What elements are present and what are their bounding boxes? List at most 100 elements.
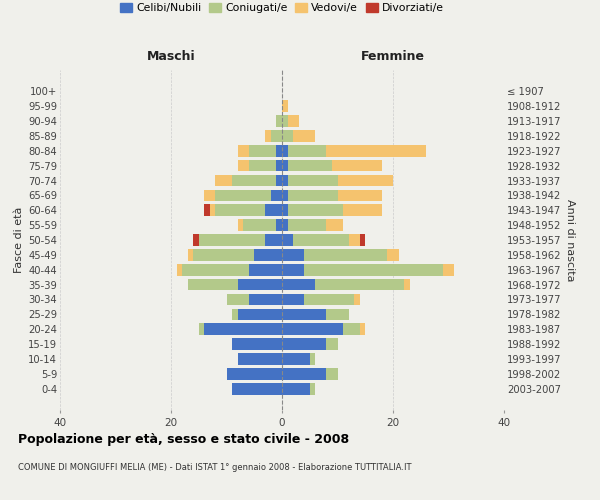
Bar — [277, 115, 282, 127]
Bar — [304, 264, 443, 276]
Bar — [282, 294, 304, 306]
Bar — [404, 279, 410, 290]
Bar — [227, 368, 282, 380]
Bar — [176, 264, 182, 276]
Bar — [243, 220, 277, 231]
Bar — [282, 234, 293, 246]
Bar — [287, 174, 337, 186]
Bar — [287, 190, 337, 201]
Bar — [249, 160, 277, 172]
Bar — [337, 174, 393, 186]
Bar — [443, 264, 454, 276]
Bar — [210, 204, 215, 216]
Bar — [326, 145, 426, 156]
Bar — [238, 220, 243, 231]
Bar — [193, 249, 254, 260]
Bar — [326, 368, 337, 380]
Bar — [193, 234, 199, 246]
Bar — [232, 174, 277, 186]
Bar — [282, 264, 304, 276]
Bar — [287, 220, 326, 231]
Text: COMUNE DI MONGIUFFI MELIA (ME) - Dati ISTAT 1° gennaio 2008 - Elaborazione TUTTI: COMUNE DI MONGIUFFI MELIA (ME) - Dati IS… — [18, 463, 412, 472]
Bar — [282, 368, 326, 380]
Bar — [293, 234, 349, 246]
Bar — [238, 160, 249, 172]
Bar — [199, 324, 204, 335]
Bar — [287, 115, 299, 127]
Bar — [254, 249, 282, 260]
Bar — [282, 100, 287, 112]
Bar — [282, 130, 293, 141]
Bar — [282, 383, 310, 394]
Bar — [249, 294, 282, 306]
Bar — [326, 338, 337, 350]
Bar — [204, 324, 282, 335]
Bar — [215, 204, 265, 216]
Bar — [277, 160, 282, 172]
Bar — [287, 160, 332, 172]
Bar — [249, 264, 282, 276]
Bar — [360, 234, 365, 246]
Bar — [316, 279, 404, 290]
Bar — [215, 190, 271, 201]
Bar — [282, 160, 287, 172]
Bar — [215, 174, 232, 186]
Text: Femmine: Femmine — [361, 50, 425, 62]
Bar — [199, 234, 265, 246]
Bar — [282, 190, 287, 201]
Bar — [287, 204, 343, 216]
Bar — [238, 145, 249, 156]
Bar — [343, 204, 382, 216]
Bar — [282, 220, 287, 231]
Bar — [249, 145, 277, 156]
Bar — [227, 294, 249, 306]
Bar — [360, 324, 365, 335]
Bar — [238, 353, 282, 365]
Bar — [349, 234, 360, 246]
Bar — [282, 174, 287, 186]
Bar — [304, 249, 388, 260]
Text: Popolazione per età, sesso e stato civile - 2008: Popolazione per età, sesso e stato civil… — [18, 432, 349, 446]
Bar — [326, 308, 349, 320]
Bar — [287, 145, 326, 156]
Bar — [238, 308, 282, 320]
Bar — [265, 234, 282, 246]
Bar — [232, 308, 238, 320]
Bar — [293, 130, 316, 141]
Y-axis label: Fasce di età: Fasce di età — [14, 207, 24, 273]
Bar — [277, 174, 282, 186]
Bar — [332, 160, 382, 172]
Bar — [282, 204, 287, 216]
Bar — [388, 249, 398, 260]
Bar — [277, 220, 282, 231]
Bar — [182, 264, 249, 276]
Bar — [282, 249, 304, 260]
Bar — [271, 130, 282, 141]
Bar — [204, 204, 210, 216]
Bar — [282, 308, 326, 320]
Bar — [238, 279, 282, 290]
Bar — [188, 279, 238, 290]
Y-axis label: Anni di nascita: Anni di nascita — [565, 198, 575, 281]
Bar — [282, 145, 287, 156]
Bar — [188, 249, 193, 260]
Legend: Celibi/Nubili, Coniugati/e, Vedovi/e, Divorziati/e: Celibi/Nubili, Coniugati/e, Vedovi/e, Di… — [118, 0, 446, 15]
Bar — [282, 279, 316, 290]
Bar — [232, 383, 282, 394]
Bar — [265, 204, 282, 216]
Bar — [304, 294, 354, 306]
Bar — [265, 130, 271, 141]
Bar — [232, 338, 282, 350]
Bar — [204, 190, 215, 201]
Bar — [310, 353, 316, 365]
Bar — [271, 190, 282, 201]
Text: Maschi: Maschi — [146, 50, 196, 62]
Bar — [282, 324, 343, 335]
Bar — [310, 383, 316, 394]
Bar — [354, 294, 360, 306]
Bar — [282, 353, 310, 365]
Bar — [326, 220, 343, 231]
Bar — [343, 324, 360, 335]
Bar — [337, 190, 382, 201]
Bar — [277, 145, 282, 156]
